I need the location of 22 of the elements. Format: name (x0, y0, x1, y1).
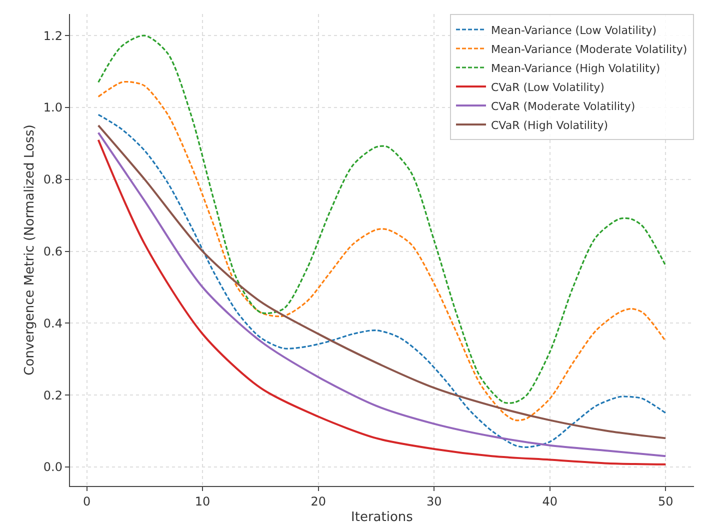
y-tick-label: 0.6 (43, 244, 62, 258)
legend-label: CVaR (Moderate Volatility) (491, 100, 636, 113)
x-tick-label: 50 (658, 494, 674, 508)
x-tick-label: 0 (82, 494, 91, 508)
x-tick-label: 20 (310, 494, 326, 508)
legend-label: CVaR (High Volatility) (491, 118, 608, 132)
y-axis-title: Convergence Metric (Normalized Loss) (22, 124, 38, 376)
y-tick-label: 1.2 (43, 28, 62, 43)
legend-label: Mean-Variance (High Volatility) (491, 62, 660, 75)
legend-label: Mean-Variance (Low Volatility) (491, 24, 657, 37)
y-tick-label: 0.8 (43, 172, 62, 187)
legend-label: Mean-Variance (Moderate Volatility) (491, 42, 688, 56)
line-series (98, 81, 666, 422)
x-tick-label: 30 (426, 494, 442, 508)
x-axis-title: Iterations (351, 510, 414, 526)
y-tick-label: 1.0 (43, 100, 62, 115)
x-tick-label: 10 (194, 494, 210, 508)
y-tick-label: 0.0 (43, 460, 62, 474)
legend-label: CVaR (Low Volatility) (491, 80, 604, 94)
x-tick-label: 40 (542, 494, 558, 508)
y-tick-label: 0.4 (43, 316, 62, 330)
y-tick-label: 0.2 (43, 388, 62, 402)
